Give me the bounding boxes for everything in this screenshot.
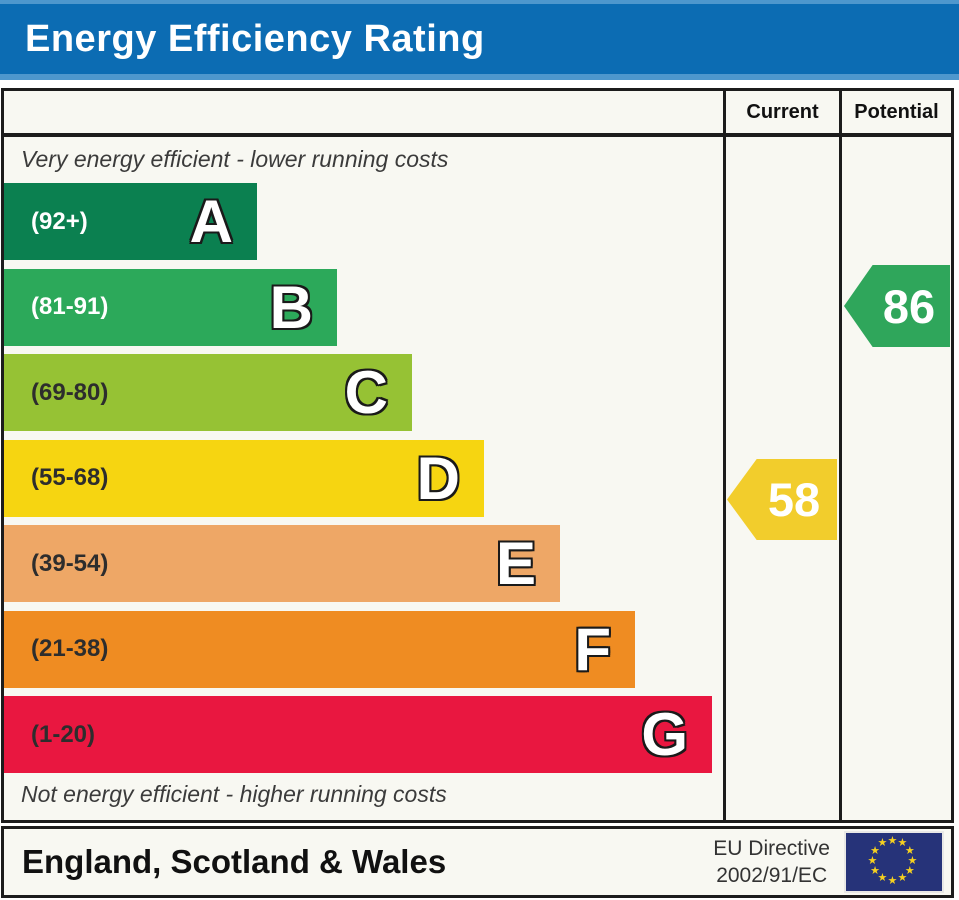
title-bar: Energy Efficiency Rating [0, 0, 959, 80]
band-range-label-B: (81-91) [31, 293, 109, 320]
eu-flag-star: ★ [877, 837, 888, 850]
eu-directive-label: EU Directive 2002/91/EC [713, 835, 830, 889]
eu-flag-star: ★ [877, 871, 888, 884]
band-range-label-E: (39-54) [31, 549, 109, 577]
eu-directive-line1: EU Directive [713, 837, 830, 860]
band-letter-C: C [344, 359, 388, 426]
eu-flag-star: ★ [870, 864, 881, 877]
band-range-label-D: (55-68) [31, 464, 109, 491]
potential-column-divider [839, 91, 842, 820]
current-column-divider [723, 91, 726, 820]
footer-bar: England, Scotland & Wales EU Directive 2… [1, 826, 954, 898]
header-row-divider [4, 133, 951, 137]
band-row-C: (69-80) C [4, 354, 412, 431]
band-row-E: (39-54) E [4, 525, 560, 602]
region-label: England, Scotland & Wales [22, 843, 447, 880]
rating-table: Current Potential Very energy efficient … [1, 88, 954, 823]
eu-flag-star: ★ [904, 844, 915, 857]
eu-directive-line2: 2002/91/EC [716, 864, 828, 887]
bottom-note: Not energy efficient - higher running co… [21, 781, 447, 807]
band-letter-B: B [269, 273, 313, 341]
band-range-label-C: (69-80) [31, 378, 109, 406]
eu-flag-star: ★ [887, 874, 898, 887]
band-row-A: (92+) A [4, 183, 257, 260]
band-letter-A: A [189, 188, 233, 255]
eu-flag-icon: ★ ★ ★ ★ ★ ★ ★ ★ ★ ★ ★ ★ [844, 831, 944, 893]
eu-flag-star: ★ [867, 854, 878, 867]
band-letter-G: G [641, 701, 688, 768]
column-header-current: Current [746, 100, 819, 123]
eu-flag-star: ★ [897, 871, 908, 884]
band-letter-D: D [416, 444, 460, 512]
current-rating-value: 58 [767, 473, 821, 526]
eu-flag-star: ★ [904, 864, 915, 877]
eu-flag-star: ★ [870, 844, 881, 857]
current-rating-marker: 58 [727, 459, 837, 540]
eu-flag-star: ★ [887, 834, 898, 847]
top-note: Very energy efficient - lower running co… [21, 146, 449, 172]
band-letter-E: E [495, 530, 536, 597]
band-row-D: (55-68) D [4, 439, 484, 517]
potential-rating-value: 86 [882, 279, 936, 333]
band-range-label-F: (21-38) [31, 635, 109, 662]
eu-flag-star: ★ [897, 837, 908, 850]
potential-rating-marker: 86 [844, 265, 950, 347]
band-range-label-G: (1-20) [31, 720, 96, 748]
band-row-G: (1-20) G [4, 696, 712, 773]
column-header-potential: Potential [854, 100, 939, 123]
band-range-label-A: (92+) [31, 207, 88, 235]
band-row-F: (21-38) F [4, 610, 635, 688]
band-letter-F: F [574, 615, 611, 683]
eu-flag-star: ★ [907, 854, 918, 867]
band-row-B: (81-91) B [4, 268, 337, 346]
page-title: Energy Efficiency Rating [25, 17, 485, 60]
